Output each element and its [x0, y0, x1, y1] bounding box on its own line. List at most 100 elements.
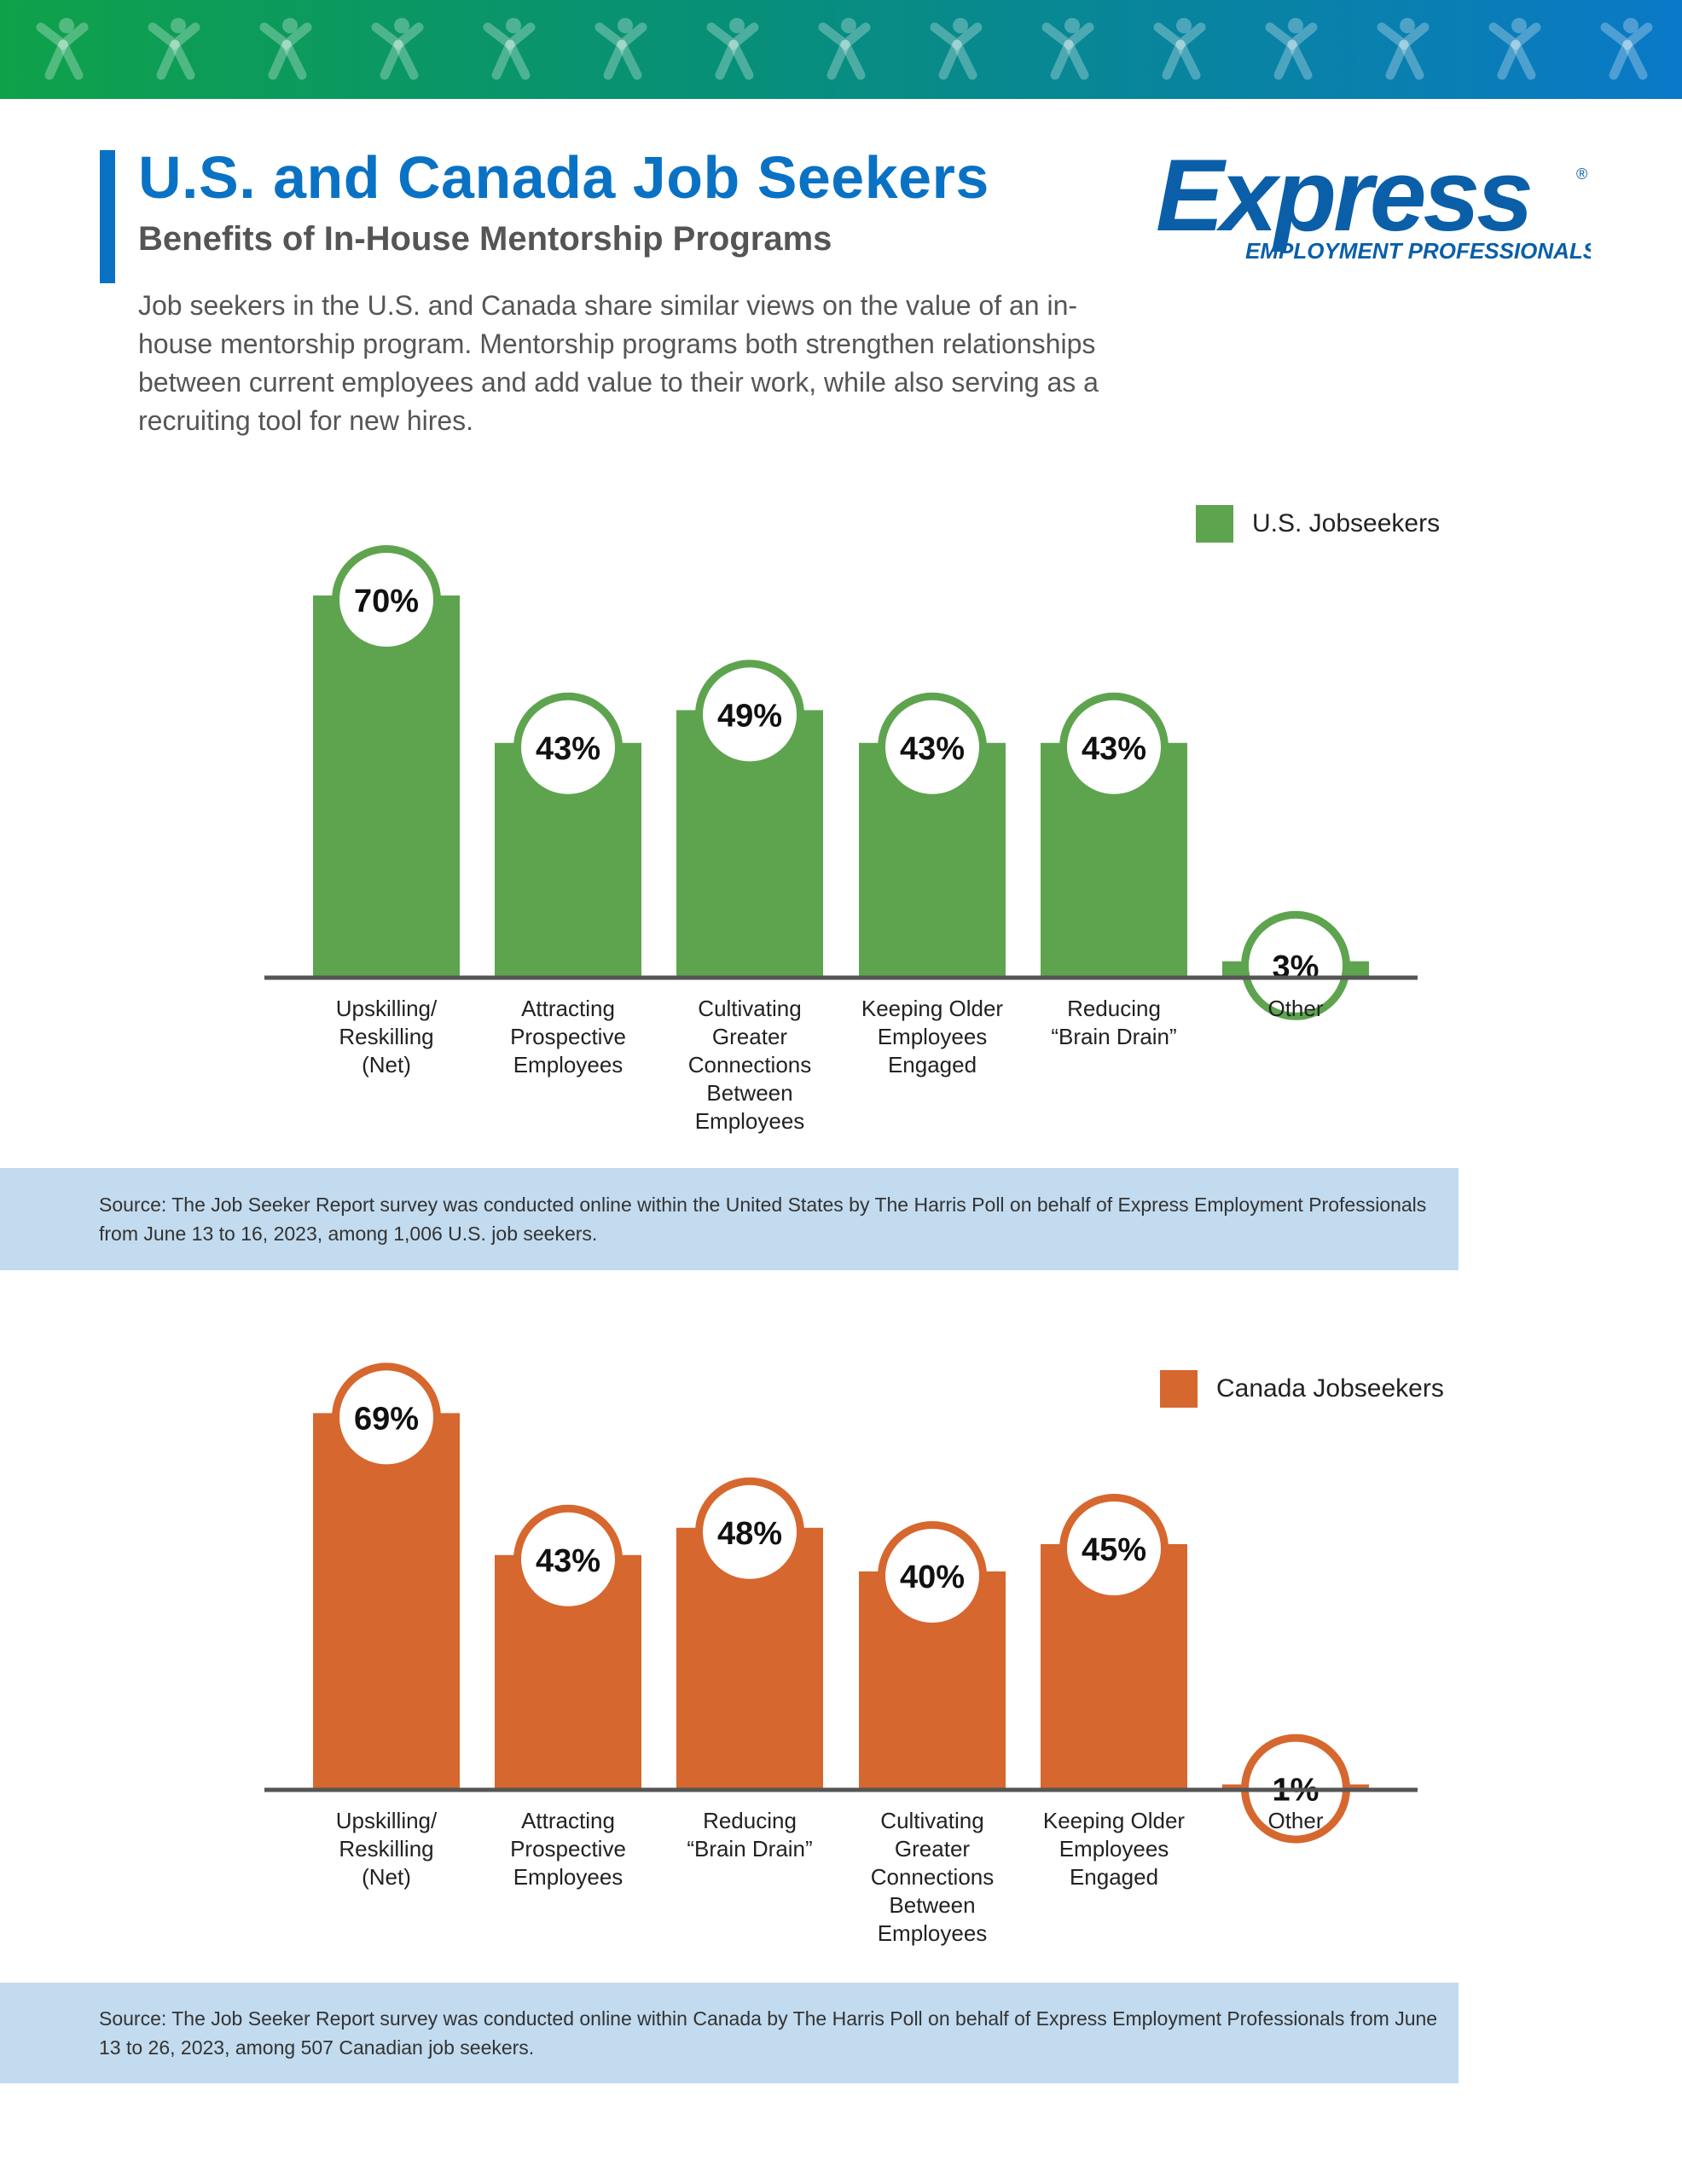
- value-badge: [1249, 918, 1343, 1013]
- value-badge: [521, 1512, 615, 1606]
- category-label-line: Attracting: [521, 996, 615, 1021]
- bar: [313, 595, 460, 978]
- category-label: Attracting Prospective Employees: [487, 995, 649, 1079]
- canada-source-text: Source: The Job Seeker Report survey was…: [99, 2007, 1438, 2059]
- running-person-icon: [930, 18, 983, 80]
- category-label-line: Prospective: [510, 1024, 626, 1049]
- category-label-line: Other: [1267, 1808, 1324, 1833]
- running-person-icon: [1041, 18, 1094, 80]
- category-label: Keeping Older Employees Engaged: [851, 995, 1013, 1079]
- value-badge: [703, 1484, 797, 1579]
- running-person-icon: [594, 18, 647, 80]
- category-label-line: “Brain Drain”: [1051, 1024, 1177, 1049]
- category-label-line: Connections: [687, 1052, 812, 1077]
- category-label-line: Cultivating: [880, 1808, 984, 1833]
- category-label-line: Other: [1267, 996, 1324, 1021]
- category-label-line: Employees: [877, 1920, 988, 1946]
- category-label-line: Between: [706, 1080, 793, 1106]
- canada-chart: 69% 43% 48% 40% 45% 1% Canada Jobseekers Upsk…: [0, 1298, 1682, 1964]
- category-label-line: Keeping Older: [1042, 1808, 1186, 1833]
- data-label: 45%: [1082, 1532, 1146, 1568]
- category-label-line: Employees: [694, 1108, 805, 1134]
- category-label-line: Greater: [711, 1024, 788, 1049]
- value-badge: [339, 1370, 433, 1465]
- category-label: Upskilling/Reskilling (Net): [305, 1807, 467, 1891]
- category-label-line: Reskilling: [339, 1024, 434, 1049]
- us-legend: U.S. Jobseekers: [1196, 505, 1440, 543]
- category-label-line: Reskilling: [339, 1836, 434, 1862]
- running-person-icon: [1265, 18, 1318, 80]
- data-label: 48%: [717, 1516, 782, 1552]
- running-person-icon: [259, 18, 312, 80]
- category-label: Attracting Prospective Employees: [487, 1807, 649, 1891]
- title-accent-bar: [100, 150, 115, 283]
- category-label: Reducing “Brain Drain”: [669, 1807, 831, 1863]
- category-label-line: Employees: [513, 1864, 624, 1890]
- data-label: 69%: [354, 1401, 419, 1437]
- category-label-line: Reducing: [1067, 996, 1161, 1021]
- value-badge: [885, 1529, 979, 1623]
- running-person-icon: [1600, 18, 1653, 80]
- canada-source-note: Source: The Job Seeker Report survey was…: [0, 1983, 1459, 2083]
- canada-legend: Canada Jobseekers: [1160, 1370, 1444, 1408]
- category-label-line: Cultivating: [698, 996, 802, 1021]
- legend-label: U.S. Jobseekers: [1252, 509, 1441, 537]
- category-label: Cultivating Greater Connections Between Empl…: [851, 1807, 1013, 1948]
- category-label-line: Attracting: [521, 1808, 615, 1833]
- category-label-line: (Net): [362, 1052, 411, 1077]
- category-label-line: Prospective: [510, 1836, 626, 1862]
- us-source-text: Source: The Job Seeker Report survey was…: [99, 1194, 1427, 1245]
- top-banner: [0, 0, 1682, 99]
- data-label: 49%: [717, 698, 782, 734]
- value-badge: [885, 700, 979, 794]
- category-label-line: Between: [889, 1892, 976, 1918]
- value-badge: [1067, 700, 1161, 794]
- value-badge: [339, 553, 433, 647]
- running-person-icon: [483, 18, 536, 80]
- legend-swatch: [1196, 505, 1233, 543]
- category-label-line: Keeping Older: [861, 996, 1004, 1021]
- logo-tagline: EMPLOYMENT PROFESSIONALS: [1245, 238, 1591, 264]
- value-badge: [521, 700, 615, 794]
- data-label: 70%: [354, 584, 419, 619]
- data-label: 43%: [1082, 731, 1146, 767]
- running-person-icon: [706, 18, 759, 80]
- banner-pattern: [36, 18, 1653, 80]
- legend-swatch: [1160, 1370, 1198, 1408]
- value-badge: [703, 667, 797, 762]
- value-badge: [1067, 1502, 1161, 1595]
- page-title: U.S. and Canada Job Seekers: [138, 144, 989, 211]
- category-label-line: Reducing: [703, 1808, 797, 1833]
- category-label: Other: [1215, 1807, 1377, 1835]
- bar: [313, 1413, 460, 1790]
- us-chart-plot: 70%43%49%43% 43%3%: [264, 545, 1418, 1020]
- category-label-line: Engaged: [1069, 1864, 1159, 1890]
- data-label: 40%: [900, 1560, 965, 1595]
- running-person-icon: [1488, 18, 1541, 80]
- running-person-icon: [371, 18, 424, 80]
- category-label-line: Employees: [1058, 1836, 1169, 1862]
- data-label: 43%: [536, 1543, 600, 1579]
- category-label-line: Employees: [877, 1024, 988, 1049]
- category-label: Cultivating Greater Connections Between Empl…: [669, 995, 831, 1136]
- page-subtitle: Benefits of In-House Mentorship Programs: [138, 220, 832, 258]
- running-person-icon: [1377, 18, 1430, 80]
- category-label-line: Greater: [894, 1836, 971, 1862]
- category-label-line: Upskilling/: [335, 1808, 438, 1833]
- intro-paragraph: Job seekers in the U.S. and Canada share…: [138, 290, 1099, 436]
- category-label-line: Connections: [870, 1864, 995, 1890]
- category-label: Other: [1215, 995, 1377, 1023]
- us-chart: 70% 43% 49% 43% 43% 3% U.S. Jobseekers Upskil…: [0, 486, 1682, 1152]
- logo-registered-mark: ®: [1576, 166, 1587, 183]
- category-label: Reducing “Brain Drain”: [1033, 995, 1195, 1051]
- category-label: Keeping Older Employees Engaged: [1033, 1807, 1195, 1891]
- category-label-line: Upskilling/: [335, 996, 438, 1021]
- running-person-icon: [148, 18, 200, 80]
- category-label-line: Employees: [513, 1052, 624, 1077]
- category-label-line: “Brain Drain”: [687, 1836, 813, 1862]
- category-label-line: Engaged: [887, 1052, 977, 1077]
- data-label: 43%: [900, 731, 965, 767]
- category-label: Upskilling/Reskilling (Net): [305, 995, 467, 1079]
- logo-wordmark: Express: [1156, 145, 1530, 253]
- data-label: 43%: [536, 731, 600, 767]
